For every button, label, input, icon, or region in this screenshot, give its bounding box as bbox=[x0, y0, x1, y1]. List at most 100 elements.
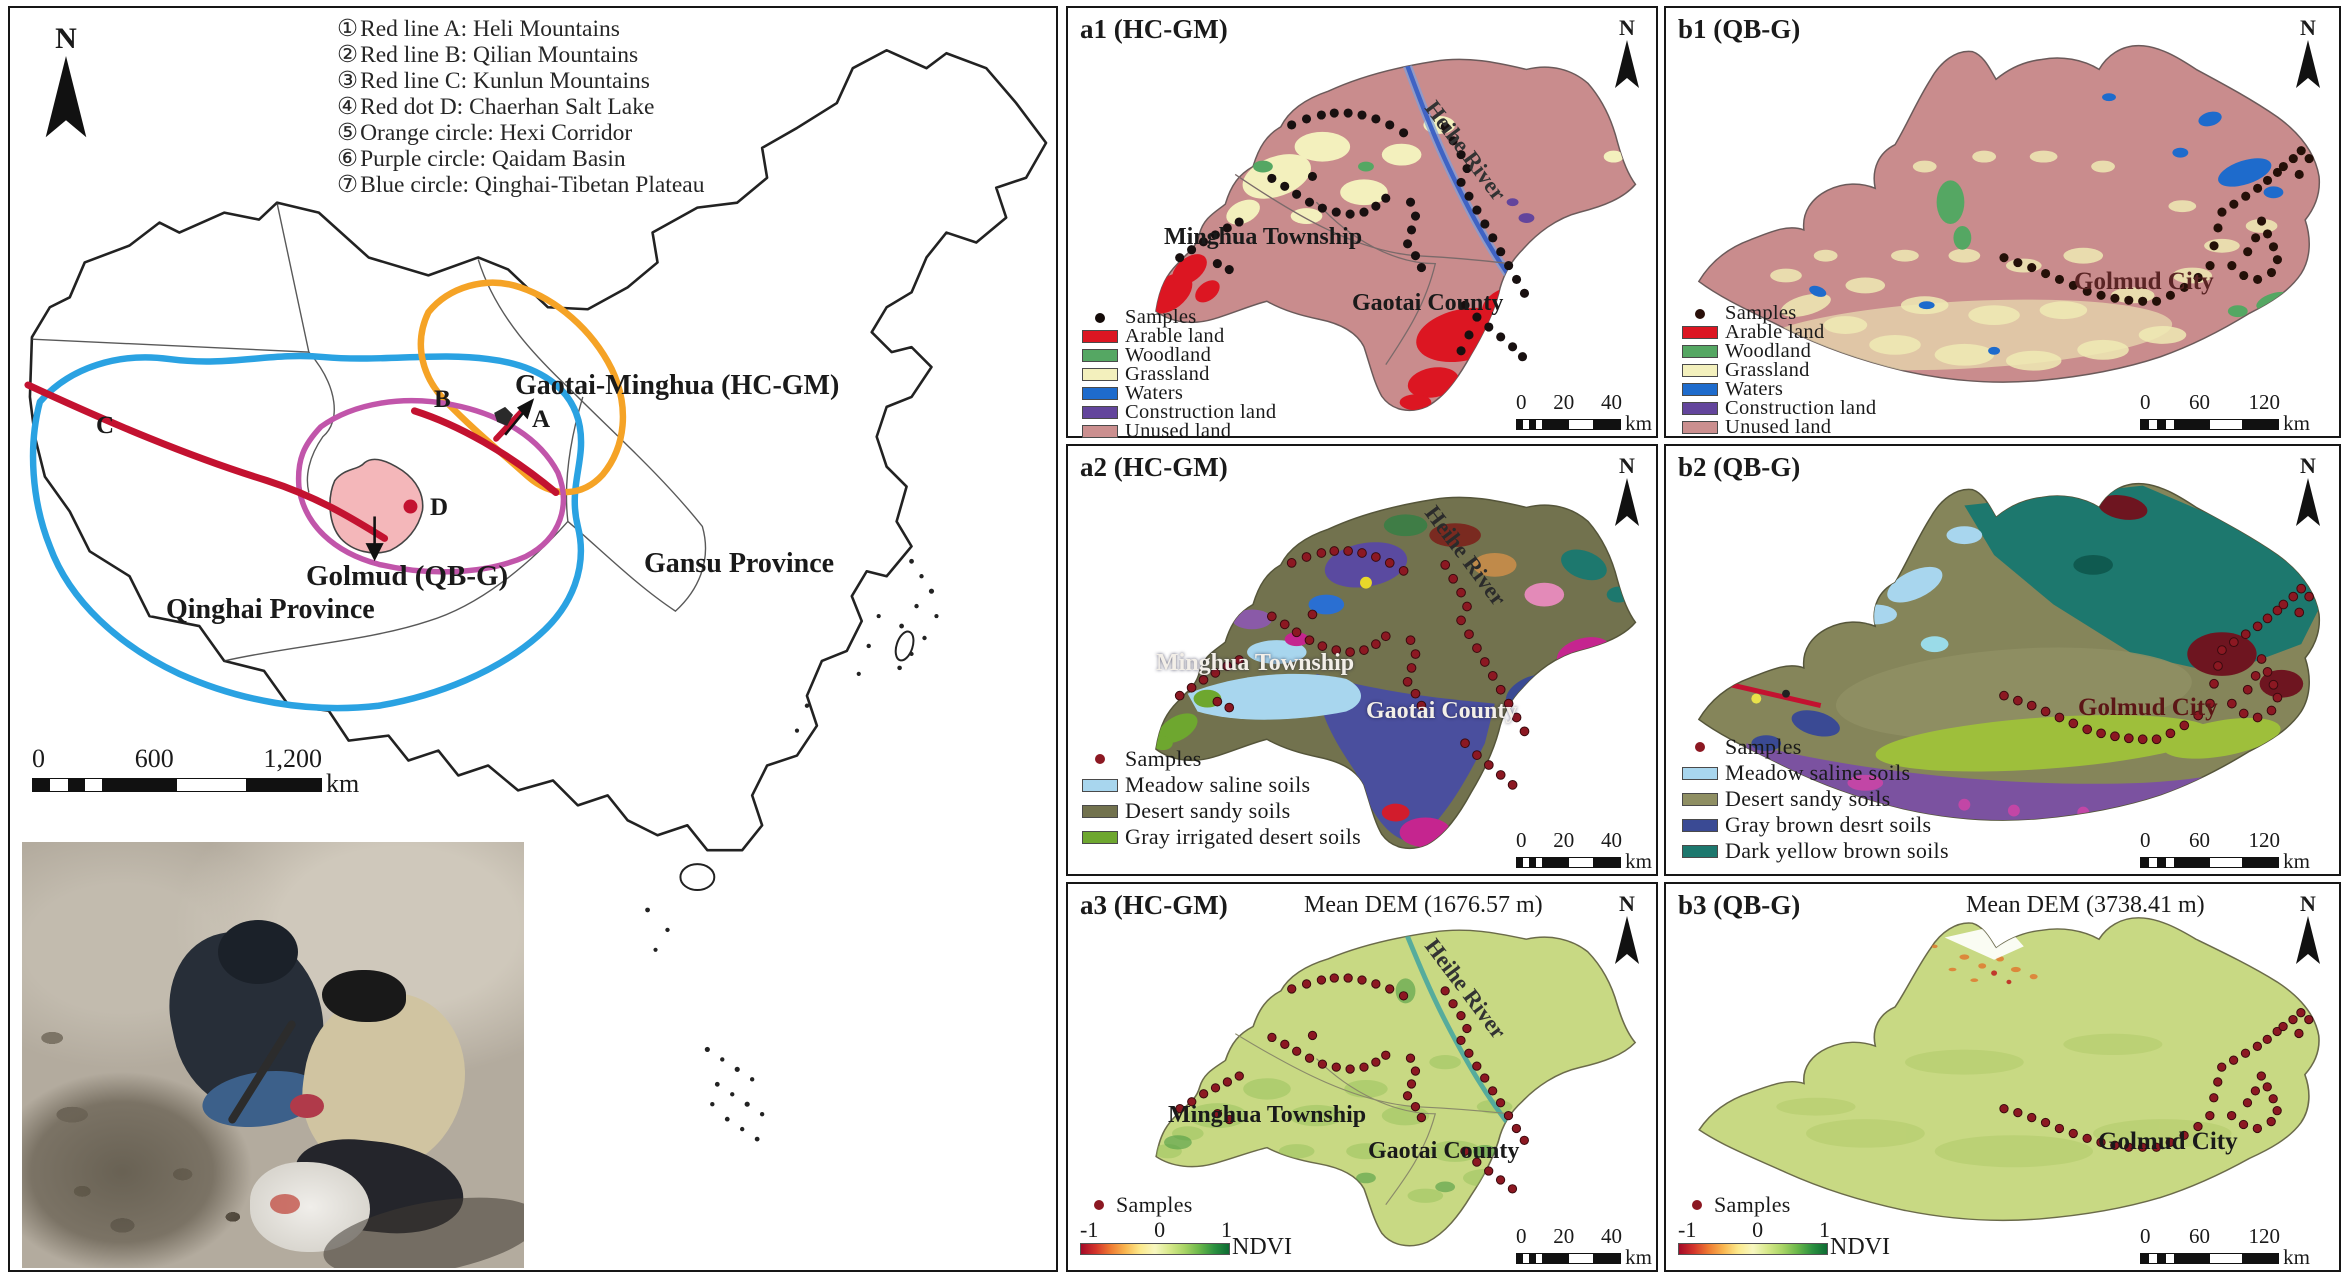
golmud-region-fill bbox=[329, 458, 424, 554]
scalebar-tick: 20 bbox=[1553, 390, 1575, 414]
legend-swatch bbox=[1082, 425, 1118, 438]
legend-num: ① bbox=[337, 16, 359, 42]
label-marker-c: C bbox=[96, 412, 115, 439]
legend-swatch bbox=[1082, 406, 1118, 419]
legend-label: Arable land bbox=[1725, 321, 1825, 343]
county-shape bbox=[1155, 496, 1637, 850]
panel-a3-ndvi-hcgm: a3 (HC-GM) Mean DEM (1676.57 m) N bbox=[1066, 882, 1658, 1272]
legend-item: Samples bbox=[1682, 734, 1949, 760]
legend-label: Arable land bbox=[1125, 325, 1225, 347]
b3-samples-legend: Samples bbox=[1692, 1192, 1791, 1218]
legend-swatch bbox=[1082, 804, 1118, 818]
legend-item: Samples bbox=[1682, 302, 1876, 324]
panel-title: b3 (QB-G) bbox=[1678, 890, 1801, 920]
a2-map-svg bbox=[1155, 496, 1637, 850]
ndvi-tick: -1 bbox=[1080, 1217, 1099, 1242]
legend-swatch bbox=[1682, 844, 1718, 858]
legend-label: Desert sandy soils bbox=[1725, 786, 1891, 811]
north-arrow-main: N bbox=[40, 24, 92, 144]
legend-item: Meadow saline soils bbox=[1682, 760, 1949, 786]
north-arrow-icon bbox=[2296, 40, 2320, 88]
legend-text: Red line A: Heli Mountains bbox=[360, 16, 620, 42]
scalebar-tick: 60 bbox=[2189, 390, 2210, 414]
samples-dot bbox=[1695, 308, 1705, 319]
photo-glove bbox=[290, 1094, 324, 1118]
label-arrow-golmud bbox=[365, 516, 384, 562]
scalebar-unit: km bbox=[326, 769, 360, 798]
label-minghua-township: Minghua Township bbox=[1168, 1102, 1367, 1128]
ndvi-gradient-bar bbox=[1678, 1243, 1828, 1255]
label-minghua-township: Minghua Township bbox=[1164, 224, 1363, 250]
chaerhan-salt-lake-dot bbox=[403, 499, 418, 514]
mean-dem-label: Mean DEM (1676.57 m) bbox=[1304, 892, 1543, 918]
legend-label: Unused land bbox=[1125, 420, 1232, 442]
label-minghua-township: Minghua Township bbox=[1156, 650, 1355, 676]
china-overview-panel: N ①Red line A: Heli Mountains ②Red line … bbox=[8, 6, 1058, 1272]
legend-label: Waters bbox=[1125, 382, 1184, 404]
scalebar-tick: 40 bbox=[1601, 828, 1622, 852]
label-golmud-city: Golmud City bbox=[2098, 1128, 2238, 1155]
north-arrow-icon bbox=[2296, 478, 2320, 526]
main-map-legend: ①Red line A: Heli Mountains ②Red line B:… bbox=[337, 16, 704, 198]
legend-num: ⑤ bbox=[337, 120, 359, 146]
legend-item: Arable land bbox=[1082, 325, 1276, 347]
legend-num: ⑥ bbox=[337, 146, 359, 172]
scalebar-bar bbox=[1516, 1253, 1622, 1264]
panel-a1-landuse-hcgm: a1 (HC-GM) N bbox=[1066, 6, 1658, 442]
label-gaotai-minghua: Gaotai-Minghua (HC-GM) bbox=[515, 370, 840, 401]
scalebar-bar bbox=[2140, 1253, 2280, 1264]
legend-label: Samples bbox=[1725, 734, 1802, 759]
b3-scalebar: 0 60 120 km bbox=[2140, 1224, 2310, 1268]
china-map-svg bbox=[24, 48, 1048, 1142]
line-c-kunlun bbox=[24, 381, 389, 542]
legend-label: Samples bbox=[1125, 306, 1197, 328]
b3-map-svg bbox=[1698, 917, 2320, 1222]
north-arrow-icon bbox=[1615, 40, 1639, 88]
tibetan-plateau-circle bbox=[29, 352, 585, 712]
label-golmud-city: Golmud City bbox=[2074, 268, 2214, 295]
north-arrow-icon bbox=[2296, 916, 2320, 964]
panel-title: b1 (QB-G) bbox=[1678, 14, 1801, 44]
scalebar-bar bbox=[2140, 857, 2280, 868]
taiwan-island bbox=[894, 630, 915, 662]
scalebar-tick: 0 bbox=[1516, 1224, 1527, 1248]
scalebar-bar bbox=[1516, 419, 1622, 430]
legend-item: Grassland bbox=[1682, 359, 1876, 381]
a3-ndvi-legend: -1 0 1 NDVI bbox=[1080, 1217, 1292, 1260]
main-scalebar: 0 600 1,200 km bbox=[32, 744, 362, 798]
legend-text: Orange circle: Hexi Corridor bbox=[360, 120, 633, 146]
north-arrow: N bbox=[2293, 455, 2323, 530]
b2-scalebar: 0 60 120 km bbox=[2140, 828, 2310, 873]
ndvi-tick: 1 bbox=[1220, 1217, 1232, 1242]
label-gaotai-county: Gaotai County bbox=[1366, 698, 1518, 724]
scalebar-tick: 600 bbox=[134, 744, 174, 773]
north-label: N bbox=[1619, 15, 1635, 40]
north-label: N bbox=[2300, 891, 2316, 916]
legend-swatch bbox=[1082, 387, 1118, 400]
legend-swatch bbox=[1682, 792, 1718, 806]
scalebar-unit: km bbox=[2283, 849, 2310, 873]
legend-item: Desert sandy soils bbox=[1682, 786, 1949, 812]
legend-swatch bbox=[1082, 368, 1118, 381]
ndvi-tick: -1 bbox=[1678, 1217, 1697, 1242]
legend-item: Desert sandy soils bbox=[1082, 798, 1361, 824]
county-shape bbox=[1155, 58, 1637, 412]
ndvi-label: NDVI bbox=[1232, 1234, 1292, 1260]
ndvi-gradient-bar bbox=[1080, 1243, 1230, 1255]
panel-b1-landuse-qbg: b1 (QB-G) N bbox=[1664, 6, 2341, 438]
legend-item: ③Red line C: Kunlun Mountains bbox=[337, 68, 704, 94]
legend-item: Gray irrigated desert soils bbox=[1082, 824, 1361, 850]
samples-dot bbox=[1692, 1200, 1702, 1210]
scalebar-tick: 0 bbox=[1516, 390, 1527, 414]
legend-item: Samples bbox=[1082, 306, 1276, 328]
north-arrow: N bbox=[1612, 893, 1642, 968]
samples-dot bbox=[1094, 1200, 1104, 1210]
ndvi-label: NDVI bbox=[1830, 1234, 1890, 1260]
legend-num: ④ bbox=[337, 94, 359, 120]
legend-item: ⑦Blue circle: Qinghai-Tibetan Plateau bbox=[337, 172, 704, 198]
a1-map-svg bbox=[1155, 58, 1637, 412]
legend-label: Unused land bbox=[1725, 416, 1832, 438]
legend-label: Construction land bbox=[1125, 401, 1277, 423]
legend-label: Waters bbox=[1725, 378, 1784, 400]
